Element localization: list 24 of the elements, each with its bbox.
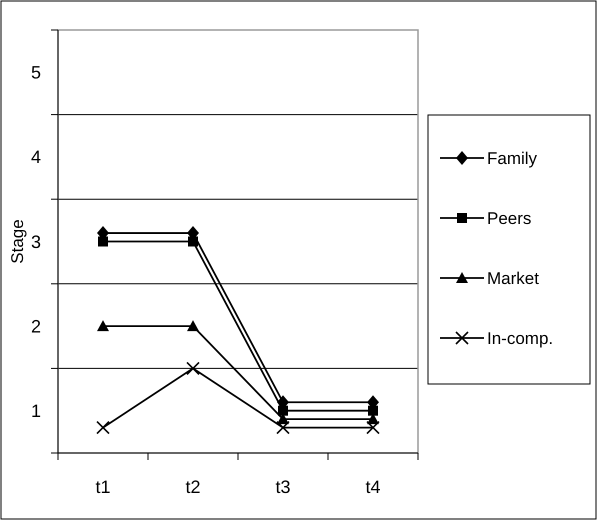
point — [97, 320, 109, 332]
x-tick-label: t2 — [185, 477, 201, 497]
y-tick-label: 3 — [30, 232, 41, 252]
point — [278, 406, 288, 416]
legend-label: Market — [487, 268, 540, 288]
legend-label: Family — [487, 148, 538, 168]
y-tick-label: 1 — [30, 401, 41, 421]
x-tick-label: t3 — [275, 477, 291, 497]
point — [98, 236, 108, 246]
point — [366, 420, 380, 434]
legend-label: Peers — [487, 208, 532, 228]
point — [187, 320, 199, 332]
point — [186, 362, 200, 376]
y-tick-label: 4 — [30, 147, 41, 168]
y-axis-title: Stage — [8, 219, 27, 264]
x-tick-label: t1 — [95, 477, 111, 497]
point — [276, 420, 290, 434]
point — [368, 406, 378, 416]
legend-label: In-comp. — [487, 328, 554, 348]
point — [188, 236, 198, 246]
x-tick-label: t4 — [365, 477, 381, 497]
point — [96, 420, 110, 434]
y-tick-label: 5 — [30, 62, 41, 83]
y-tick-label: 2 — [30, 316, 41, 336]
